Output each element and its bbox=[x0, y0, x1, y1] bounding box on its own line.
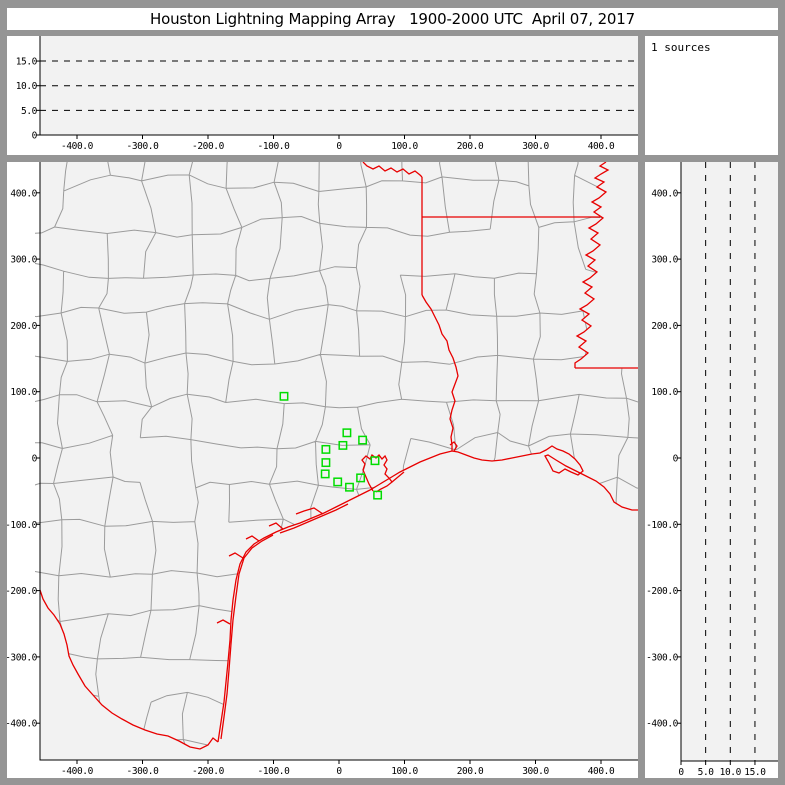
state-borders-coastline bbox=[39, 162, 638, 750]
tick-label: 400.0 bbox=[588, 141, 615, 152]
bay-inlet bbox=[216, 619, 231, 625]
galveston-spit bbox=[391, 471, 405, 483]
page-title: Houston Lightning Mapping Array 1900-200… bbox=[150, 10, 635, 28]
lma-station-marker bbox=[342, 428, 352, 438]
title-bar: Houston Lightning Mapping Array 1900-200… bbox=[7, 8, 778, 30]
tick-label: -200.0 bbox=[192, 141, 225, 152]
lma-station-marker bbox=[321, 444, 331, 454]
tick-label: 400.0 bbox=[588, 766, 615, 777]
tick-label: 100.0 bbox=[391, 141, 418, 152]
red-river bbox=[362, 162, 423, 178]
tick-label: -200.0 bbox=[646, 586, 679, 597]
ns-plot-area bbox=[681, 162, 778, 761]
tick-label: -100.0 bbox=[258, 766, 291, 777]
rio-grande bbox=[39, 589, 219, 750]
map-panel: 400.0 300.0 200.0 100.0 0 -100.0 -200.0 -300.0 -… bbox=[7, 162, 638, 778]
tick-label: 100.0 bbox=[391, 766, 418, 777]
altitude-ew-plot: 0 5.0 10.0 15.0 -400.0 -300.0 -200.0 -100.0 0 100… bbox=[16, 36, 638, 152]
altitude-ns-panel: 400.0 300.0 200.0 100.0 0 -100.0 -200.0 -300.0 -… bbox=[645, 162, 778, 778]
tick-label: -400.0 bbox=[7, 719, 38, 730]
tick-label: 0 bbox=[336, 766, 342, 777]
tick-label: 15.0 bbox=[744, 767, 766, 778]
tick-label: 0 bbox=[32, 131, 38, 142]
bay-inlet bbox=[228, 552, 244, 559]
tick-label: -200.0 bbox=[7, 586, 38, 597]
tick-label: -300.0 bbox=[127, 766, 160, 777]
mississippi-river bbox=[574, 162, 610, 368]
source-count-label: 1 sources bbox=[651, 41, 711, 54]
tick-label: -100.0 bbox=[258, 141, 291, 152]
tick-label: 10.0 bbox=[720, 767, 742, 778]
tick-label: -400.0 bbox=[646, 719, 679, 730]
altitude-ns-plot: 400.0 300.0 200.0 100.0 0 -100.0 -200.0 -300.0 -… bbox=[646, 162, 778, 778]
tick-label: -300.0 bbox=[127, 141, 160, 152]
galveston-bay bbox=[361, 454, 393, 493]
sabine-river bbox=[421, 294, 459, 451]
lma-station-marker bbox=[333, 477, 343, 487]
tick-label: 300.0 bbox=[10, 255, 37, 266]
tick-label: 400.0 bbox=[10, 188, 37, 199]
tick-label: -100.0 bbox=[646, 520, 679, 531]
lma-station-marker bbox=[321, 458, 331, 468]
tick-label: -400.0 bbox=[61, 766, 94, 777]
tick-label: 200.0 bbox=[457, 141, 484, 152]
lma-station-marker bbox=[279, 391, 289, 401]
tick-label: 200.0 bbox=[10, 321, 37, 332]
bay-inlet bbox=[295, 507, 324, 515]
bay-inlet bbox=[245, 535, 260, 542]
tick-label: 400.0 bbox=[651, 188, 678, 199]
tick-label: -300.0 bbox=[7, 652, 38, 663]
tick-label: 5.0 bbox=[21, 106, 38, 117]
altitude-ew-panel: 0 5.0 10.0 15.0 -400.0 -300.0 -200.0 -100.0 0 100… bbox=[7, 36, 638, 155]
tick-label: 300.0 bbox=[522, 766, 549, 777]
tick-label: 100.0 bbox=[10, 387, 37, 398]
barrier-south bbox=[220, 534, 274, 740]
tick-label: 0 bbox=[32, 454, 38, 465]
tick-label: 15.0 bbox=[16, 57, 38, 68]
bay-inlet bbox=[268, 522, 284, 530]
tick-label: 0 bbox=[678, 767, 684, 778]
lma-station-marker bbox=[370, 456, 380, 466]
tick-label: -100.0 bbox=[7, 520, 38, 531]
coast bbox=[217, 445, 638, 743]
tick-label: 0 bbox=[336, 141, 342, 152]
tick-label: 200.0 bbox=[457, 766, 484, 777]
tick-label: 0 bbox=[673, 454, 679, 465]
lma-station-marker bbox=[373, 490, 383, 500]
barrier-mid bbox=[279, 503, 349, 534]
map-plot-area bbox=[40, 162, 638, 760]
tick-label: 300.0 bbox=[651, 255, 678, 266]
bay-inlet bbox=[449, 441, 458, 452]
tick-label: 300.0 bbox=[522, 141, 549, 152]
tick-label: 100.0 bbox=[651, 387, 678, 398]
plan-view-map: 400.0 300.0 200.0 100.0 0 -100.0 -200.0 -300.0 -… bbox=[7, 162, 638, 777]
lma-station-marker bbox=[356, 473, 366, 483]
source-count-panel: 1 sources bbox=[645, 36, 778, 155]
tick-label: -300.0 bbox=[646, 652, 679, 663]
lma-stations bbox=[279, 391, 383, 500]
map-axes bbox=[39, 162, 638, 761]
tick-label: 5.0 bbox=[698, 767, 715, 778]
tick-label: 10.0 bbox=[16, 81, 38, 92]
tick-label: -400.0 bbox=[61, 141, 94, 152]
lma-station-marker bbox=[345, 482, 354, 492]
lma-station-marker bbox=[320, 469, 330, 479]
tick-label: 200.0 bbox=[651, 321, 678, 332]
lma-station-marker bbox=[338, 440, 348, 450]
tick-label: -200.0 bbox=[192, 766, 225, 777]
lma-station-marker bbox=[358, 435, 368, 445]
